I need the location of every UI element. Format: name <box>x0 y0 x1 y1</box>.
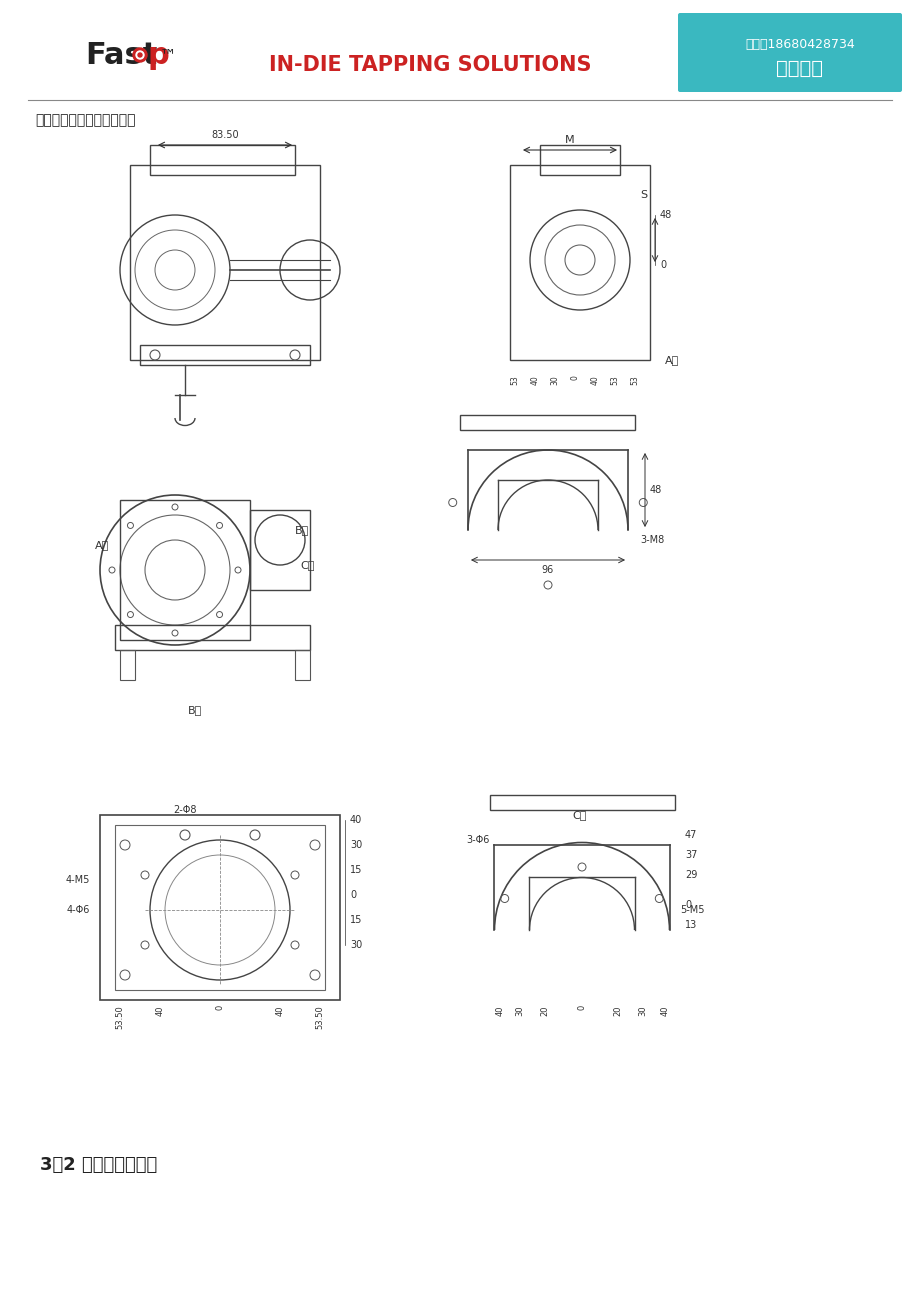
Text: 机械式单孔机型安装尺寸：: 机械式单孔机型安装尺寸： <box>35 113 135 128</box>
Bar <box>100 815 340 1000</box>
Bar <box>490 796 675 810</box>
Text: 40: 40 <box>275 1005 284 1016</box>
Bar <box>130 165 320 359</box>
Text: 48: 48 <box>650 486 662 495</box>
Text: 0: 0 <box>215 1005 224 1010</box>
Text: 37: 37 <box>685 850 697 861</box>
Bar <box>460 415 634 430</box>
Text: B部: B部 <box>187 704 202 715</box>
Text: 0: 0 <box>685 900 690 910</box>
Text: 4-M5: 4-M5 <box>65 875 90 885</box>
Bar <box>119 650 135 680</box>
Text: 48: 48 <box>659 210 672 220</box>
Text: 15: 15 <box>349 865 362 875</box>
Text: 王培素18680428734: 王培素18680428734 <box>744 39 854 52</box>
Text: 83.50: 83.50 <box>211 130 239 141</box>
Text: C部: C部 <box>573 810 586 820</box>
Text: Fast: Fast <box>85 40 157 69</box>
Text: ™: ™ <box>160 46 176 64</box>
Text: 30: 30 <box>550 375 559 385</box>
Text: 4-Φ6: 4-Φ6 <box>66 905 90 915</box>
Text: 3．2 机械式多孔机型: 3．2 机械式多孔机型 <box>40 1156 157 1174</box>
Bar <box>150 145 295 174</box>
Text: 40: 40 <box>590 375 599 385</box>
Text: 40: 40 <box>155 1005 165 1016</box>
Bar <box>509 165 650 359</box>
Text: 13: 13 <box>685 921 697 930</box>
Text: 20: 20 <box>613 1005 622 1016</box>
Circle shape <box>136 51 144 59</box>
Text: 40: 40 <box>660 1005 669 1016</box>
Text: 96: 96 <box>541 565 553 575</box>
Text: 53: 53 <box>510 375 519 385</box>
Text: C部: C部 <box>300 560 314 570</box>
Text: 29: 29 <box>685 870 697 880</box>
Text: 2-Φ8: 2-Φ8 <box>173 805 197 815</box>
Text: 15: 15 <box>349 915 362 924</box>
Circle shape <box>138 53 142 57</box>
Text: 53: 53 <box>610 375 618 385</box>
Bar <box>250 510 310 590</box>
Bar <box>539 145 619 174</box>
Text: S: S <box>640 190 646 201</box>
Text: 3-Φ6: 3-Φ6 <box>466 835 490 845</box>
Text: 40: 40 <box>530 375 539 385</box>
Text: 0: 0 <box>659 260 665 270</box>
Text: A部: A部 <box>95 540 109 549</box>
Text: 5-M5: 5-M5 <box>679 905 704 915</box>
Text: 53.50: 53.50 <box>315 1005 324 1029</box>
Bar <box>119 500 250 641</box>
Text: 0: 0 <box>570 375 579 380</box>
Bar <box>295 650 310 680</box>
Text: 30: 30 <box>349 940 362 950</box>
Text: A部: A部 <box>664 355 678 365</box>
Text: 30: 30 <box>638 1005 647 1016</box>
Text: IN-DIE TAPPING SOLUTIONS: IN-DIE TAPPING SOLUTIONS <box>268 55 591 76</box>
Bar <box>115 625 310 650</box>
Text: 53: 53 <box>630 375 639 385</box>
Text: B部: B部 <box>295 525 309 535</box>
Text: 3-M8: 3-M8 <box>640 535 664 546</box>
Bar <box>140 345 310 365</box>
Text: 30: 30 <box>515 1005 524 1016</box>
Text: 拓朴机电: 拓朴机电 <box>776 59 823 78</box>
FancyBboxPatch shape <box>677 13 901 92</box>
Text: 0: 0 <box>349 891 356 900</box>
Text: 30: 30 <box>349 840 362 850</box>
Text: M: M <box>564 135 574 145</box>
Circle shape <box>133 48 147 62</box>
Text: 0: 0 <box>577 1005 586 1010</box>
Text: 40: 40 <box>349 815 362 825</box>
Text: p: p <box>148 40 170 69</box>
Text: 20: 20 <box>540 1005 549 1016</box>
Bar <box>115 825 324 990</box>
Text: 47: 47 <box>685 829 697 840</box>
Text: 53.50: 53.50 <box>116 1005 124 1029</box>
Text: 40: 40 <box>495 1005 504 1016</box>
